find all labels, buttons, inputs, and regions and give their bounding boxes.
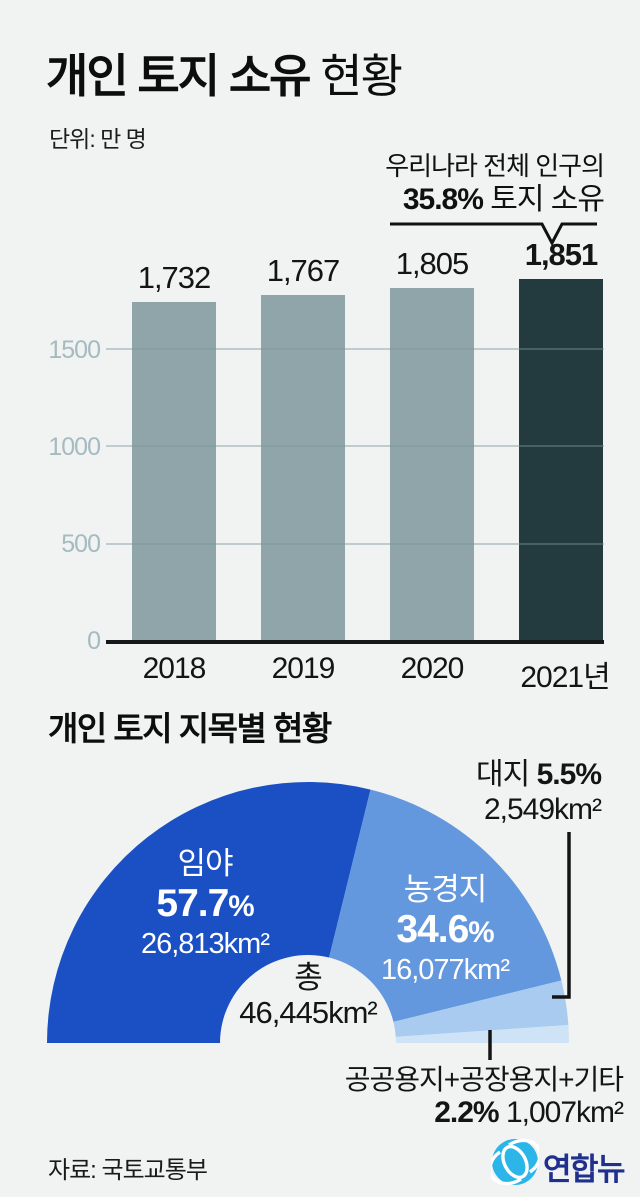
donut-slice-2 <box>393 980 569 1037</box>
gridline-1500 <box>106 348 604 350</box>
bar-value-2019: 1,767 <box>266 253 341 288</box>
bar-2020 <box>390 288 474 640</box>
center-total-value: 46,445km² <box>239 995 377 1030</box>
x-axis-baseline <box>106 640 604 644</box>
y-tick-500: 500 <box>61 530 101 558</box>
slice-nong-name: 농경지 <box>403 872 488 907</box>
callout-daeji: 대지 5.5% 2,549km² <box>476 757 602 827</box>
unit-label: 단위: 만 명 <box>49 126 147 152</box>
semicircle-donut-chart <box>47 782 569 1043</box>
percent-sign: % <box>228 890 254 923</box>
bar-2021 <box>519 279 603 640</box>
callout-etc-area: 1,007km² <box>505 1096 624 1129</box>
page-title-emphasis: 개인 토지 소유 <box>46 50 311 102</box>
annotation-line1: 우리나라 전체 인구의 <box>385 151 605 181</box>
percent-sign: % <box>472 1096 500 1129</box>
callout-etc-label: 공공용지+공장용지+기타 <box>344 1064 624 1095</box>
donut-slice-1 <box>329 789 562 1022</box>
slice-nong-area: 16,077km² <box>380 954 510 986</box>
slice-label-imya: 임야 57.7% 26,813km² <box>105 846 305 961</box>
annotation-line2: 35.8% 토지 소유 <box>385 182 605 218</box>
percent-sign: % <box>468 916 494 949</box>
x-label-2018: 2018 <box>142 652 207 685</box>
y-tick-0: 0 <box>87 627 101 655</box>
y-tick-1000: 1000 <box>48 433 101 461</box>
callout-etc: 공공용지+공장용지+기타 2.2% 1,007km² <box>344 1063 624 1129</box>
y-tick-1500: 1500 <box>48 336 101 364</box>
annotation-suffix: 토지 소유 <box>482 183 605 216</box>
x-label-2021: 2021년 <box>520 661 610 694</box>
bar-2018 <box>132 302 216 640</box>
donut-center-label: 총 46,445km² <box>228 960 388 1030</box>
slice-imya-area: 26,813km² <box>140 928 270 960</box>
annotation-percent: 35.8% <box>402 183 484 216</box>
source-label: 자료: 국토교통부 <box>48 1157 208 1184</box>
x-label-2020: 2020 <box>400 652 465 685</box>
slice-label-nonggyeongji: 농경지 34.6% 16,077km² <box>345 872 545 987</box>
page-title: 개인 토지 소유 현황 <box>46 40 403 106</box>
yonhap-logo-text: 연합뉴스 <box>543 1152 626 1187</box>
slice-imya-pct: 57.7% <box>156 882 254 925</box>
bar-value-2018: 1,732 <box>137 260 212 295</box>
section2-title: 개인 토지 지목별 현황 <box>48 710 332 747</box>
x-label-2019: 2019 <box>271 652 336 685</box>
callout-daeji-line1: 대지 5.5% <box>476 758 602 791</box>
yonhap-logo-icon <box>491 1138 539 1186</box>
slice-nong-pct: 34.6% <box>396 908 494 951</box>
population-annotation: 우리나라 전체 인구의 35.8% 토지 소유 <box>385 151 605 218</box>
donut-slice-3 <box>395 1024 569 1043</box>
percent-sign: % <box>575 758 602 791</box>
gridline-1000 <box>106 445 604 447</box>
page-title-rest: 현황 <box>309 50 403 102</box>
slice-imya-name: 임야 <box>177 846 233 881</box>
donut-slice-0 <box>47 782 371 1043</box>
center-total-label: 총 <box>294 960 323 995</box>
bar-2019 <box>261 295 345 640</box>
bar-value-2021: 1,851 <box>524 237 599 272</box>
bar-value-2020: 1,805 <box>395 246 470 281</box>
gridline-500 <box>106 543 604 545</box>
callout-daeji-area: 2,549km² <box>483 793 602 826</box>
callout-etc-line2: 2.2% 1,007km² <box>434 1096 624 1129</box>
